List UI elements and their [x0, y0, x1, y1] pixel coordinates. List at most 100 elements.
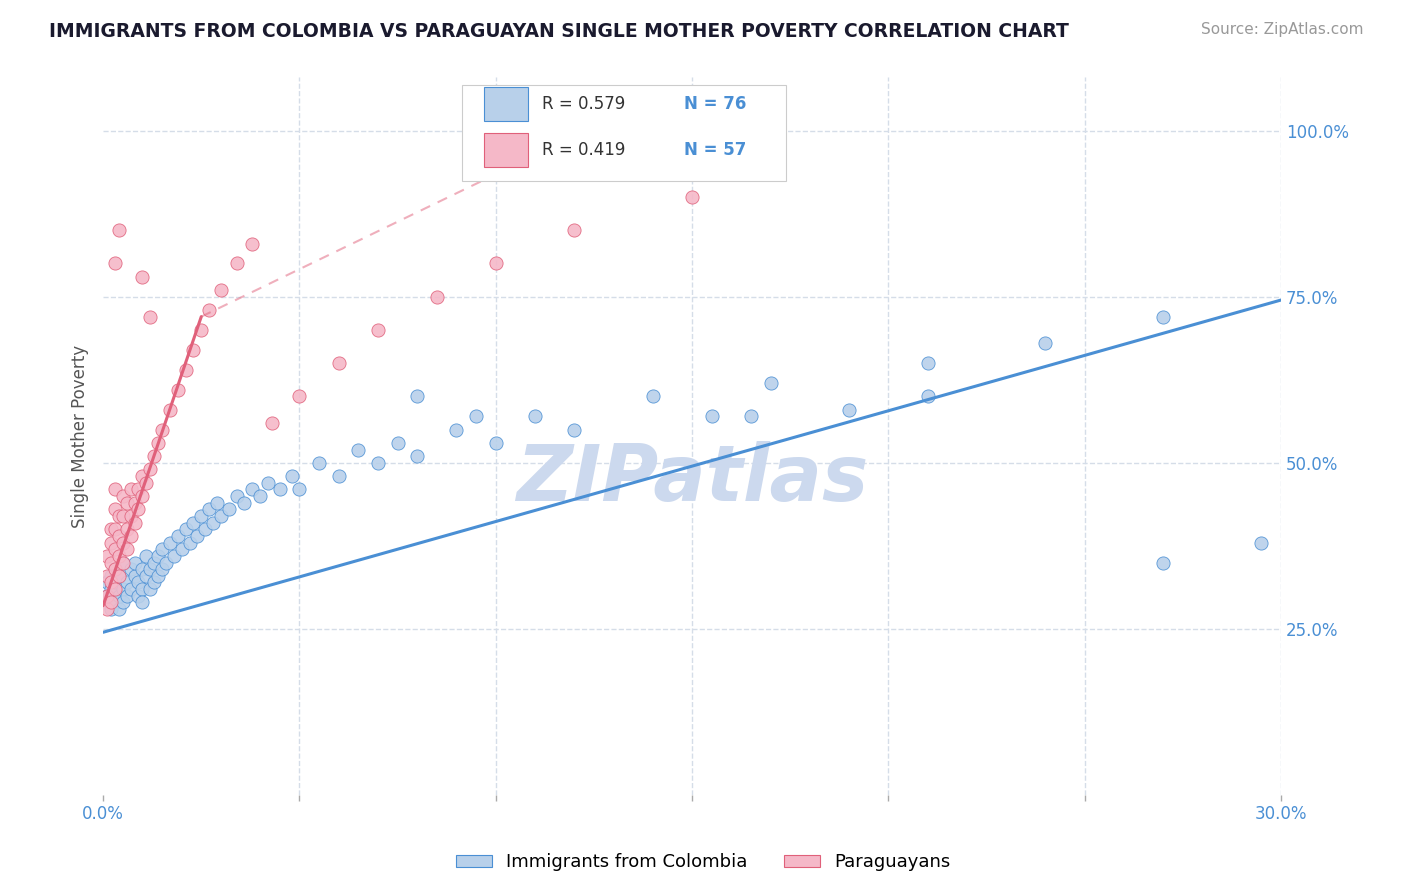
- Point: [681, 190, 703, 204]
- Point: [96, 549, 118, 563]
- Point: [124, 516, 146, 530]
- Point: [96, 589, 118, 603]
- Point: [111, 582, 134, 596]
- Point: [120, 508, 142, 523]
- Point: [104, 562, 127, 576]
- Point: [465, 409, 488, 424]
- Point: [108, 602, 131, 616]
- Point: [347, 442, 370, 457]
- Point: [183, 516, 205, 530]
- Point: [524, 409, 547, 424]
- Point: [139, 582, 162, 596]
- Point: [96, 575, 118, 590]
- Y-axis label: Single Mother Poverty: Single Mother Poverty: [72, 344, 89, 528]
- Point: [328, 356, 350, 370]
- Point: [146, 569, 169, 583]
- Point: [135, 475, 157, 490]
- Point: [146, 436, 169, 450]
- Point: [139, 310, 162, 324]
- Point: [108, 223, 131, 237]
- Point: [115, 522, 138, 536]
- Point: [194, 522, 217, 536]
- Point: [387, 436, 409, 450]
- Point: [260, 416, 283, 430]
- Point: [406, 449, 429, 463]
- Point: [163, 549, 186, 563]
- Point: [104, 256, 127, 270]
- Point: [225, 256, 247, 270]
- Point: [131, 469, 153, 483]
- Point: [198, 502, 221, 516]
- Point: [127, 589, 149, 603]
- Point: [127, 483, 149, 497]
- Point: [146, 549, 169, 563]
- Point: [100, 602, 122, 616]
- Point: [202, 516, 225, 530]
- Point: [917, 356, 939, 370]
- FancyBboxPatch shape: [463, 85, 786, 181]
- Point: [240, 236, 263, 251]
- Point: [249, 489, 271, 503]
- Point: [115, 589, 138, 603]
- Point: [166, 529, 188, 543]
- Text: IMMIGRANTS FROM COLOMBIA VS PARAGUAYAN SINGLE MOTHER POVERTY CORRELATION CHART: IMMIGRANTS FROM COLOMBIA VS PARAGUAYAN S…: [49, 22, 1069, 41]
- Point: [100, 575, 122, 590]
- Point: [641, 389, 664, 403]
- Point: [120, 529, 142, 543]
- Point: [120, 582, 142, 596]
- Point: [104, 595, 127, 609]
- Point: [120, 483, 142, 497]
- Point: [1250, 535, 1272, 549]
- Point: [104, 522, 127, 536]
- Point: [150, 562, 173, 576]
- Point: [562, 223, 585, 237]
- Point: [131, 562, 153, 576]
- Point: [257, 475, 280, 490]
- Point: [143, 556, 166, 570]
- Point: [104, 562, 127, 576]
- Text: N = 57: N = 57: [683, 141, 747, 159]
- Point: [100, 582, 122, 596]
- Point: [111, 556, 134, 570]
- Point: [209, 283, 232, 297]
- Point: [120, 562, 142, 576]
- Point: [174, 522, 197, 536]
- Point: [96, 569, 118, 583]
- Point: [143, 449, 166, 463]
- Point: [426, 290, 449, 304]
- FancyBboxPatch shape: [484, 133, 529, 167]
- Point: [111, 489, 134, 503]
- Text: N = 76: N = 76: [683, 95, 747, 113]
- Point: [288, 483, 311, 497]
- Point: [131, 269, 153, 284]
- Point: [155, 556, 177, 570]
- Point: [150, 423, 173, 437]
- Legend: Immigrants from Colombia, Paraguayans: Immigrants from Colombia, Paraguayans: [449, 847, 957, 879]
- Point: [111, 508, 134, 523]
- Point: [183, 343, 205, 357]
- Point: [108, 569, 131, 583]
- Point: [111, 595, 134, 609]
- Point: [100, 556, 122, 570]
- Point: [190, 323, 212, 337]
- Point: [179, 535, 201, 549]
- Point: [127, 575, 149, 590]
- Point: [917, 389, 939, 403]
- Text: ZIPatlas: ZIPatlas: [516, 442, 868, 517]
- Point: [485, 256, 508, 270]
- Point: [111, 556, 134, 570]
- Point: [104, 483, 127, 497]
- Point: [100, 569, 122, 583]
- Point: [124, 496, 146, 510]
- Point: [198, 303, 221, 318]
- Point: [218, 502, 240, 516]
- Point: [328, 469, 350, 483]
- Point: [104, 575, 127, 590]
- Point: [108, 589, 131, 603]
- Point: [104, 582, 127, 596]
- Text: R = 0.419: R = 0.419: [543, 141, 626, 159]
- Point: [1152, 310, 1174, 324]
- Point: [115, 542, 138, 557]
- Point: [280, 469, 302, 483]
- Point: [367, 323, 389, 337]
